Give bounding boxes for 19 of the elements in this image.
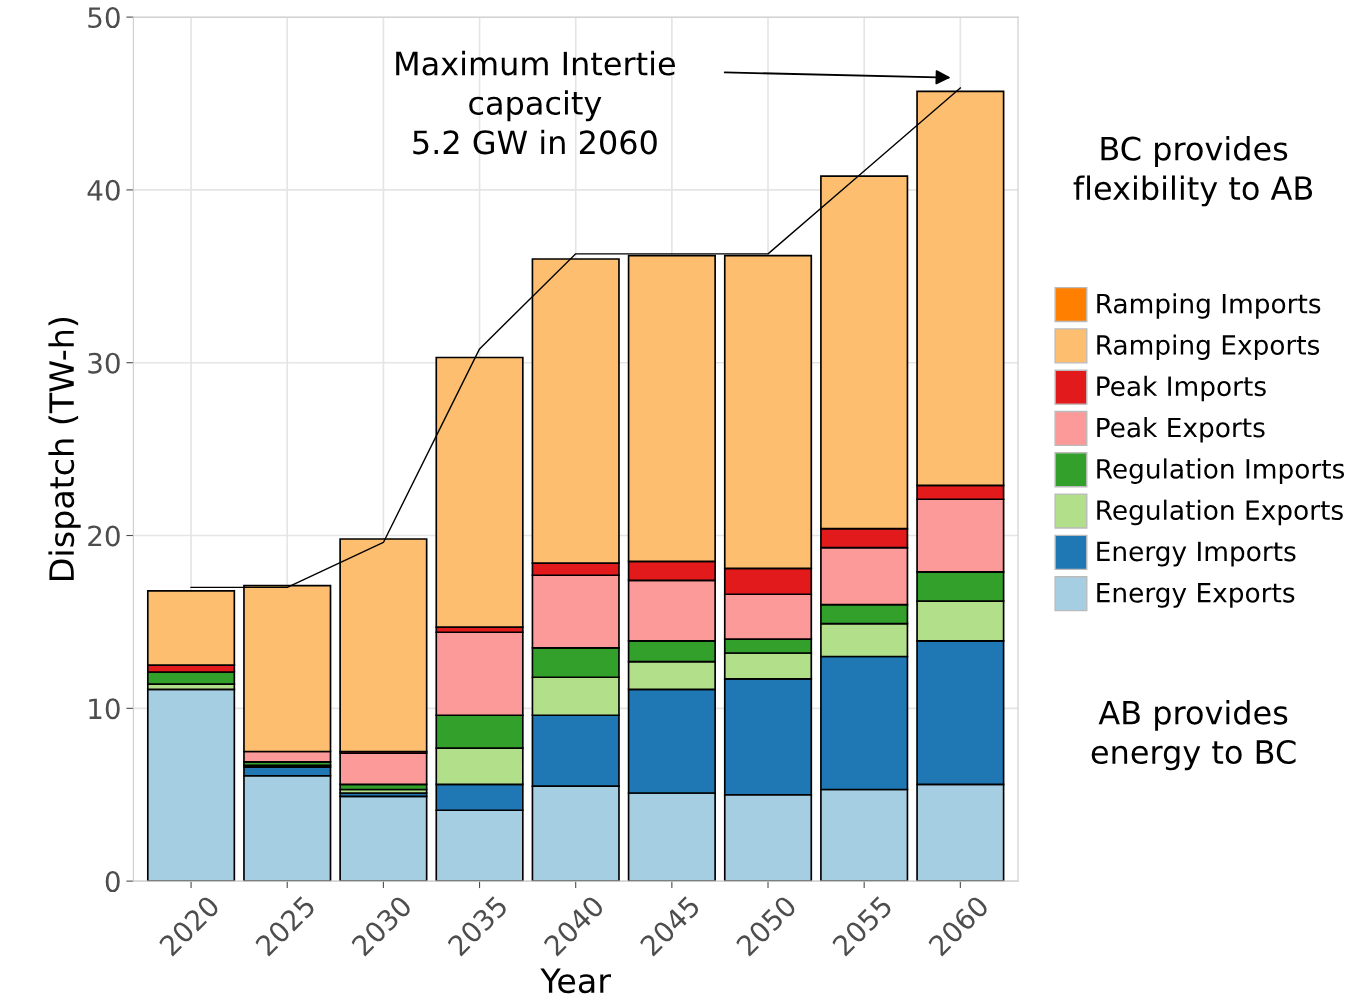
legend-label: Energy Imports [1097, 541, 1296, 567]
y-tick-label: 0 [105, 871, 120, 893]
annotation: Maximum Intertie capacity 5.2 GW in 2060 [396, 50, 675, 155]
y-tick-label: 30 [88, 352, 120, 374]
y-tick-label: 10 [89, 698, 120, 720]
legend-label: Regulation Imports [1097, 458, 1345, 484]
legend-label: Peak Imports [1097, 375, 1266, 402]
legend-label: Ramping Exports [1097, 334, 1320, 361]
y-tick-label: 20 [88, 525, 120, 547]
legend-label: Peak Exports [1097, 417, 1265, 443]
text: BC provides flexibility to AB [1073, 136, 1313, 207]
legend-label: Regulation Exports [1097, 499, 1343, 526]
y-axis-title: Dispatch (TW-h) [48, 317, 81, 580]
y-tick-label: 40 [87, 179, 120, 201]
legend-label: Energy Exports [1097, 583, 1295, 608]
text: AB provides energy to BC [1091, 699, 1296, 771]
x-axis-title: Year [540, 968, 611, 994]
legend-label: Ramping Imports [1097, 293, 1321, 319]
y-tick-label: 50 [88, 7, 120, 29]
